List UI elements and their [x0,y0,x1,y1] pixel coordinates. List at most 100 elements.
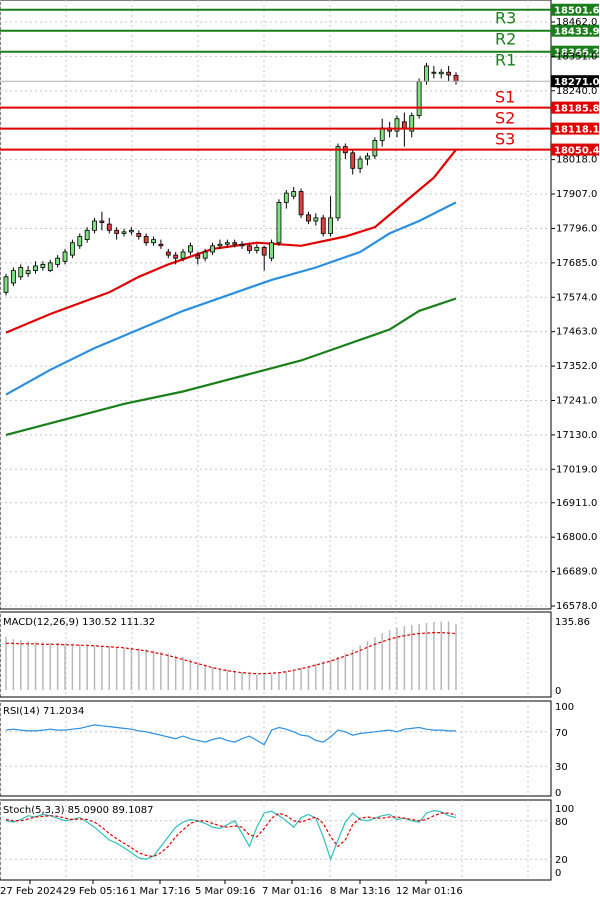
candle-body [401,121,407,129]
candle-body [202,251,208,259]
stoch-tick-label: 80 [555,817,568,828]
candle [195,252,201,265]
candle-body [313,217,319,222]
candle-body [3,276,9,293]
candle [261,245,267,271]
candle-body [165,251,171,256]
candle-body [320,217,326,234]
candle-body [47,262,53,272]
candle [269,239,274,262]
macd-panel: MACD(12,26,9) 130.52 111.32 135.86 0 [3,617,590,697]
candle-body [114,229,120,234]
stoch-panel: Stoch(5,3,3) 85.0900 89.1087 100 80 20 0 [0,804,574,879]
candle [121,228,127,237]
candle-body [283,192,289,203]
candle [438,69,444,79]
candle-body [379,127,385,141]
price-axis: 18462.0 18351.0 18240.0 18018.0 17907.0 17796… [551,17,597,612]
candle [342,143,348,160]
candle [224,239,230,248]
level-label-s3: S3 [495,130,515,149]
candle-body [84,229,90,241]
candle-body [261,246,267,256]
rsi-tick-label: 100 [555,702,574,713]
candle [158,239,164,249]
time-tick-label: 27 Feb 2024 [0,886,62,897]
candle-body [328,217,333,234]
candle [188,242,193,256]
level-price-box [551,143,599,156]
price-tick-label: 17241.0 [556,395,597,406]
stoch-tick-label: 20 [555,855,568,866]
candle [431,66,437,79]
candle-body [224,242,230,245]
candle [416,78,422,119]
candle [446,66,452,82]
price-tick-label: 17574.0 [556,292,597,303]
candle [379,118,385,147]
candle-body [306,214,311,222]
candle-body [55,257,61,265]
candle-body [453,74,459,82]
rsi-tick-label: 0 [555,788,561,799]
candle-body [188,245,193,253]
price-tick-label: 16689.0 [556,567,597,578]
rsi-tick-label: 70 [555,728,568,739]
level-label-r2: R2 [495,30,516,49]
candle-body [394,118,400,132]
level-label-s2: S2 [495,109,515,128]
candle-body [350,152,356,169]
stoch-title: Stoch(5,3,3) 85.0900 89.1087 [3,805,154,816]
price-tick-label: 18462.0 [556,17,597,28]
candle-body [99,220,105,223]
candle [320,214,326,237]
candle-body [424,65,429,82]
moving-average-line-1 [5,149,457,334]
candle-body [239,243,245,247]
macd-panel-frame [0,611,552,698]
panel-frames [0,0,552,881]
level-price-box [551,3,599,16]
candle [210,242,215,256]
candle [40,261,46,271]
time-axis: 27 Feb 2024 29 Feb 05:16 1 Mar 17:16 5 Mar … [0,880,463,897]
price-tick-label: 18240.0 [556,86,597,97]
candle [453,72,459,85]
candle [357,155,363,173]
candle-body [151,239,156,244]
level-price-box [551,45,599,58]
candle-body [40,264,46,268]
candle-body [143,236,149,244]
candle [328,196,333,237]
candle [291,186,297,200]
price-tick-label: 18018.0 [556,155,597,166]
time-tick-label: 1 Mar 17:16 [130,886,190,897]
rsi-panel-frame [0,700,552,797]
candle-body [195,254,201,259]
price-tick-label: 17907.0 [556,189,597,200]
candle [62,248,68,265]
price-tick-label: 18351.0 [556,51,597,62]
time-tick-label: 12 Mar 01:16 [396,886,463,897]
candle-body [372,140,378,157]
candle [106,217,112,234]
price-tick-label: 17463.0 [556,327,597,338]
rsi-tick-label: 30 [555,762,568,773]
candle [306,211,311,225]
price-tick-label: 16911.0 [556,498,597,509]
level-price-box [551,122,599,135]
candle [84,227,90,243]
rsi-line [5,724,456,746]
candle [335,143,341,222]
candle-body [254,246,260,251]
candle-body [335,146,341,219]
candle-body [33,265,38,272]
stoch-tick-label: 100 [555,804,574,815]
candle [283,190,289,209]
candle [394,115,400,138]
candle-body [232,242,238,245]
candle [350,149,356,175]
stoch-d-line [5,812,457,858]
candle [165,248,171,259]
candle-body [276,202,282,244]
